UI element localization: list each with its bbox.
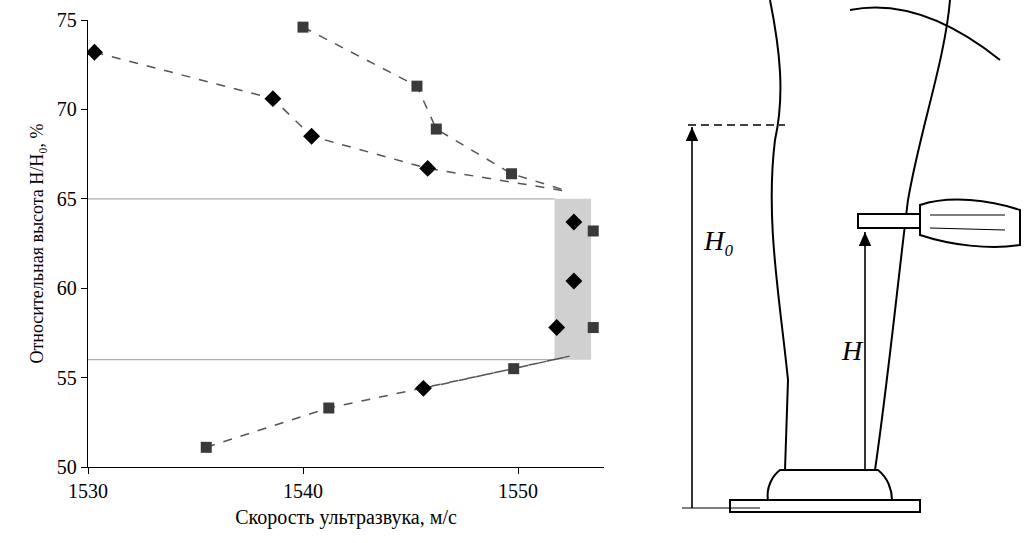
svg-text:70: 70 bbox=[57, 98, 77, 120]
svg-text:H: H bbox=[841, 335, 864, 366]
svg-text:60: 60 bbox=[57, 277, 77, 299]
svg-text:75: 75 bbox=[57, 9, 77, 31]
svg-text:Скорость ультразвука, м/с: Скорость ультразвука, м/с bbox=[235, 506, 457, 529]
svg-text:65: 65 bbox=[57, 188, 77, 210]
svg-text:50: 50 bbox=[57, 456, 77, 478]
svg-text:H₀: H₀ bbox=[703, 225, 734, 256]
svg-text:1540: 1540 bbox=[283, 480, 323, 502]
svg-text:55: 55 bbox=[57, 367, 77, 389]
svg-text:Относительная высота H/H₀, %: Относительная высота H/H₀, % bbox=[27, 123, 47, 363]
svg-text:1530: 1530 bbox=[68, 480, 108, 502]
svg-text:1550: 1550 bbox=[498, 480, 538, 502]
